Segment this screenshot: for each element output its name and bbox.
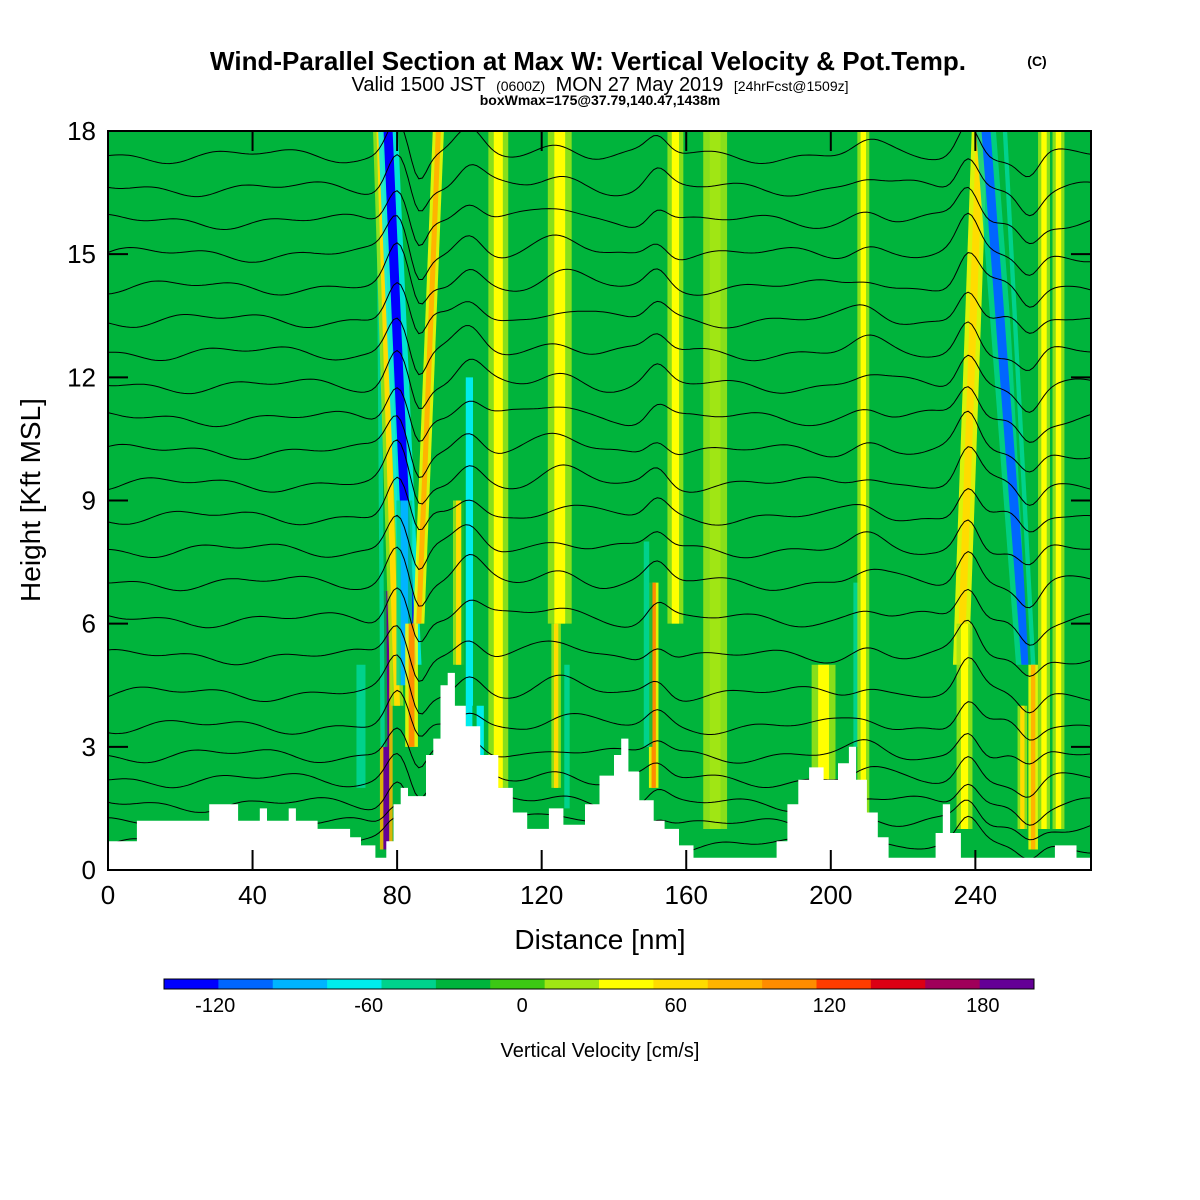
- colorbar-tick-label: -60: [354, 995, 383, 1017]
- subtitle-date: MON 27 May 2019: [556, 74, 724, 96]
- isentrope-line: [108, 476, 1091, 533]
- colorbar-swatch: [925, 979, 981, 989]
- y-tick-label: 0: [82, 855, 96, 885]
- isentrope-line: [108, 727, 1091, 769]
- terrain: [108, 672, 1091, 870]
- colorbar-swatch: [707, 979, 763, 989]
- isentrope-line: [108, 281, 1091, 335]
- colorbar-tick-label: 60: [665, 995, 687, 1017]
- velocity-band: [416, 131, 441, 624]
- chart-subtitle-2: boxWmax=175@37.79,140.47,1438m: [480, 92, 721, 108]
- colorbar-swatch: [870, 979, 926, 989]
- y-tick-label: 18: [67, 116, 96, 146]
- plot-area: [108, 131, 1091, 870]
- colorbar-swatch: [218, 979, 274, 989]
- x-tick-label: 160: [665, 880, 708, 910]
- x-tick-label: 40: [238, 880, 267, 910]
- y-tick-label: 9: [82, 486, 96, 516]
- colorbar: [163, 978, 1035, 990]
- isentrope-line: [108, 410, 1091, 478]
- velocity-band: [1055, 131, 1062, 829]
- colorbar-swatch: [544, 979, 600, 989]
- isentrope-line: [108, 242, 1091, 308]
- y-axis: 0 3 6 9 12 15 18: [67, 116, 1091, 885]
- velocity-band: [960, 623, 969, 829]
- x-tick-label: 80: [383, 880, 412, 910]
- colorbar-tick-label: 180: [966, 995, 999, 1017]
- velocity-band: [1002, 131, 1036, 665]
- y-tick-label: 12: [67, 362, 96, 392]
- velocity-band: [465, 377, 474, 768]
- velocity-band: [553, 623, 559, 788]
- colorbar-ticks: -120 -60 0 60 120 180: [195, 995, 999, 1017]
- y-tick-label: 3: [82, 732, 96, 762]
- isentrope-line: [108, 386, 1091, 443]
- isentrope-line: [108, 546, 1091, 609]
- velocity-band: [1020, 705, 1025, 829]
- velocity-band: [493, 131, 503, 788]
- colorbar-swatch: [599, 979, 654, 989]
- isentrope-line: [108, 212, 1091, 280]
- plot-background: [108, 131, 1091, 870]
- velocity-band: [554, 131, 566, 624]
- isentrope-line: [108, 514, 1091, 571]
- isentrope-line: [108, 349, 1091, 413]
- velocity-band: [643, 541, 650, 747]
- isentrope-line: [108, 619, 1091, 682]
- isentrope-line: [108, 439, 1091, 506]
- colorbar-swatch: [164, 979, 219, 989]
- isentrope-line: [108, 689, 1091, 741]
- subtitle-main: Valid 1500 JST: [351, 74, 485, 96]
- subtitle-fcst: [24hrFcst@1509z]: [734, 78, 849, 94]
- colorbar-tick-label: 120: [813, 995, 846, 1017]
- y-axis-label: Height [Kft MSL]: [15, 398, 46, 602]
- colorbar-swatch: [327, 979, 383, 989]
- colorbar-swatch: [435, 979, 491, 989]
- velocity-band: [1041, 131, 1047, 829]
- colorbar-swatch: [381, 979, 437, 989]
- colorbar-swatch: [653, 979, 709, 989]
- x-tick-label: 240: [954, 880, 997, 910]
- subtitle-utc: (0600Z): [496, 78, 545, 94]
- isentrope-line: [108, 153, 1091, 217]
- y-tick-label: 6: [82, 609, 96, 639]
- velocity-band: [671, 131, 680, 624]
- colorbar-swatch: [979, 979, 1035, 989]
- velocity-band: [1031, 664, 1036, 850]
- x-tick-label: 0: [101, 880, 115, 910]
- colorbar-swatch: [816, 979, 872, 989]
- velocity-band: [709, 131, 721, 829]
- x-tick-label: 120: [520, 880, 563, 910]
- velocity-band: [651, 582, 656, 788]
- chart-title: Wind-Parallel Section at Max W: Vertical…: [210, 46, 966, 76]
- colorbar-frame: [163, 978, 1035, 990]
- isentrope-line: [108, 587, 1091, 646]
- colorbar-tick-label: -120: [195, 995, 235, 1017]
- velocity-band: [456, 500, 462, 665]
- x-tick-label: 200: [809, 880, 852, 910]
- isentrope-line: [108, 654, 1091, 715]
- velocity-band: [981, 131, 1031, 665]
- colorbar-swatch: [272, 979, 328, 989]
- chart-subtitle: Valid 1500 JST (0600Z) MON 27 May 2019 […: [351, 74, 848, 96]
- isentrope-line: [108, 186, 1091, 247]
- isentrope-line: [108, 131, 1091, 180]
- velocity-band: [356, 664, 366, 788]
- colorbar-swatch: [762, 979, 818, 989]
- velocity-band: [376, 131, 401, 706]
- velocity-features: [351, 131, 1065, 850]
- velocity-band: [957, 131, 984, 665]
- title-copyright-mark: (C): [1027, 53, 1046, 69]
- colorbar-tick-label: 0: [517, 995, 528, 1017]
- x-axis: 0 40 80 120 160 200 240: [101, 131, 997, 910]
- colorbar-label: Vertical Velocity [cm/s]: [501, 1040, 700, 1062]
- velocity-band: [564, 664, 570, 809]
- x-axis-label: Distance [nm]: [514, 924, 685, 955]
- y-tick-label: 15: [67, 239, 96, 269]
- isentrope-line: [108, 317, 1091, 376]
- colorbar-swatch: [490, 979, 546, 989]
